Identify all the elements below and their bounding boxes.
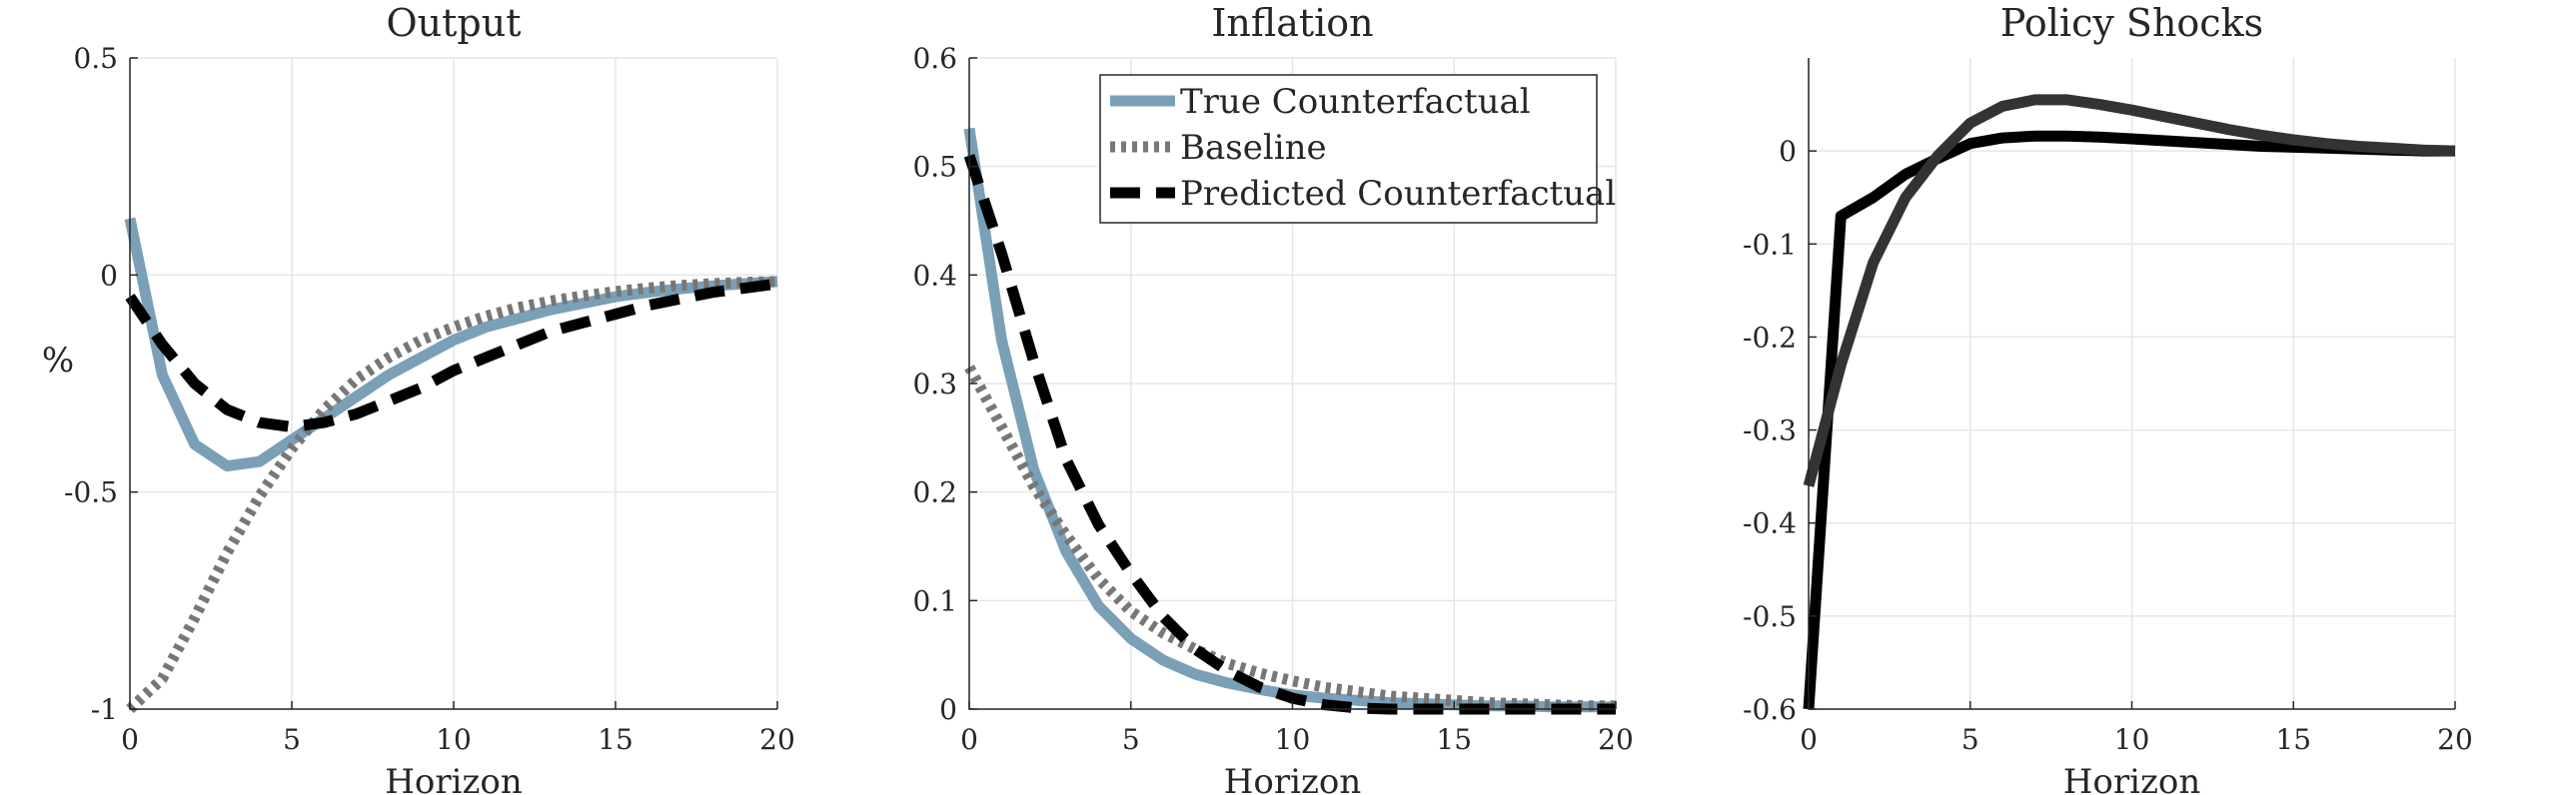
y-tick-label: 0.5 — [912, 151, 957, 184]
y-tick-label: -0.2 — [1743, 321, 1797, 354]
panel-policy-shocks: 0 5 10 15 20 -0.6 -0.5 -0.4 -0.3 -0.2 -0.1 0 Policy … — [1743, 1, 2473, 795]
x-tick-label: 5 — [1122, 723, 1140, 756]
y-tick-label: 0 — [939, 693, 957, 726]
y-tick-label: 0.5 — [73, 42, 118, 75]
x-tick-label: 0 — [121, 723, 139, 756]
x-tick-label: 5 — [1961, 723, 1979, 756]
x-axis-label: Horizon — [385, 762, 523, 795]
y-tick-label: -0.6 — [1743, 693, 1797, 726]
x-tick-label: 0 — [1800, 723, 1818, 756]
x-axis-label: Horizon — [2063, 762, 2201, 795]
series-line-true-counterfactual — [124, 217, 778, 472]
y-tick-label: 0.2 — [912, 476, 957, 509]
x-tick-label: 10 — [436, 723, 472, 756]
y-tick-label: -0.5 — [1743, 600, 1797, 633]
x-tick-label: 15 — [598, 723, 634, 756]
y-tick-label: 0 — [1779, 135, 1797, 168]
legend-box — [1099, 74, 1598, 224]
y-tick-label: -0.4 — [1743, 507, 1797, 540]
x-axis-label: Horizon — [1224, 762, 1362, 795]
chart-title: Output — [387, 1, 522, 45]
x-tick-label: 15 — [2275, 723, 2311, 756]
y-tick-label: -0.1 — [1743, 228, 1797, 261]
x-tick-label: 0 — [960, 723, 978, 756]
chart-title: Inflation — [1211, 1, 1373, 45]
x-tick-label: 10 — [1275, 723, 1311, 756]
y-tick-label: 0.3 — [912, 368, 957, 400]
y-tick-label: -1 — [91, 693, 118, 726]
y-tick-label: 0.6 — [912, 42, 957, 75]
y-tick-label: -0.5 — [64, 476, 118, 509]
x-tick-label: 15 — [1436, 723, 1472, 756]
series-line-baseline — [964, 365, 1616, 712]
x-tick-label: 10 — [2114, 723, 2150, 756]
x-tick-label: 20 — [1598, 723, 1634, 756]
legend: True Counterfactual Baseline Predicted Cou… — [1099, 74, 1616, 224]
y-axis-label: % — [42, 341, 74, 381]
y-tick-label: 0.4 — [912, 259, 957, 292]
series-line-2 — [1803, 94, 2456, 487]
legend-label-true-counterfactual: True Counterfactual — [1180, 82, 1531, 122]
chart-title: Policy Shocks — [2000, 1, 2263, 45]
x-tick-label: 5 — [283, 723, 301, 756]
y-tick-label: -0.3 — [1743, 414, 1797, 447]
x-tick-label: 20 — [2437, 723, 2473, 756]
panel-output: 0 5 10 15 20 -1 -0.5 0 0.5 Output Horizon% — [42, 1, 795, 795]
series-line-predicted-counterfactual — [125, 278, 778, 432]
panel-inflation: 0 5 10 15 20 0 0.1 0.2 0.3 0.4 0.5 0.6 Inflation Hori… — [912, 1, 1633, 795]
y-tick-label: 0 — [100, 259, 118, 292]
legend-label-baseline: Baseline — [1180, 128, 1327, 168]
x-tick-label: 20 — [759, 723, 795, 756]
y-tick-label: 0.1 — [912, 584, 957, 617]
legend-label-predicted-counterfactual: Predicted Counterfactual — [1180, 174, 1616, 214]
